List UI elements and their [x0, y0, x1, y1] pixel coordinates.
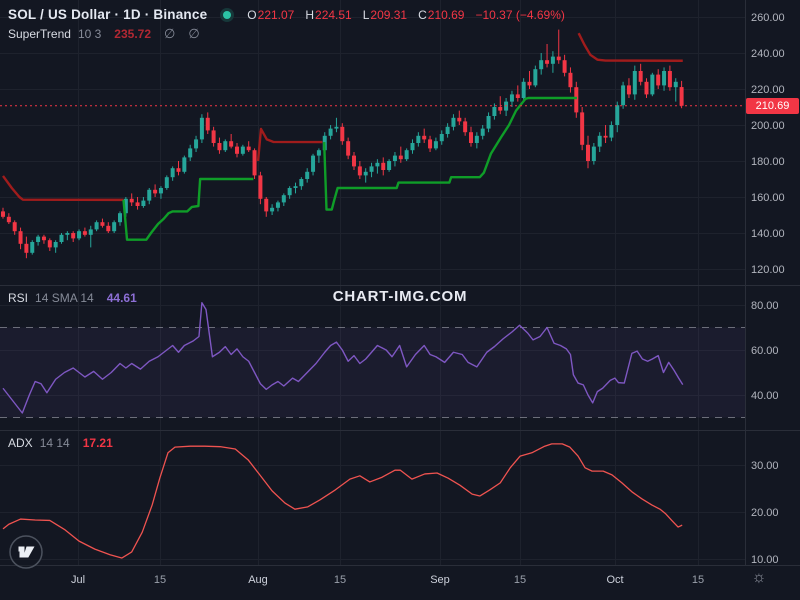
watermark: CHART-IMG.COM — [332, 288, 468, 305]
svg-text:10.00: 10.00 — [751, 554, 779, 566]
svg-text:120.00: 120.00 — [751, 264, 785, 276]
svg-text:180.00: 180.00 — [751, 156, 785, 168]
svg-text:200.00: 200.00 — [751, 120, 785, 132]
svg-text:160.00: 160.00 — [751, 192, 785, 204]
tradingview-logo[interactable] — [8, 534, 44, 570]
svg-text:15: 15 — [334, 574, 346, 586]
svg-text:30.00: 30.00 — [751, 460, 779, 472]
svg-text:15: 15 — [692, 574, 704, 586]
pane-separators — [0, 0, 800, 566]
rsi-line — [2, 302, 684, 414]
svg-text:220.00: 220.00 — [751, 84, 785, 96]
svg-text:20.00: 20.00 — [751, 507, 779, 519]
axis-labels: 260.00 240.00 220.00 200.00 180.00 160.00 140.… — [71, 12, 785, 586]
svg-text:80.00: 80.00 — [751, 300, 779, 312]
candles-layer — [1, 29, 684, 259]
adx-line — [2, 443, 683, 559]
svg-text:40.00: 40.00 — [751, 390, 779, 402]
theme-sun-icon[interactable]: ☼ — [751, 569, 767, 586]
supertrend-line — [2, 32, 683, 241]
svg-text:Jul: Jul — [71, 574, 85, 586]
svg-text:240.00: 240.00 — [751, 48, 785, 60]
svg-text:15: 15 — [514, 574, 526, 586]
last-price-badge: 210.69 — [746, 98, 799, 114]
rsi-band — [0, 327, 745, 418]
svg-text:260.00: 260.00 — [751, 12, 785, 24]
svg-text:Oct: Oct — [606, 574, 623, 586]
svg-text:Aug: Aug — [248, 574, 268, 586]
svg-text:140.00: 140.00 — [751, 228, 785, 240]
svg-text:15: 15 — [154, 574, 166, 586]
svg-text:Sep: Sep — [430, 574, 450, 586]
svg-text:60.00: 60.00 — [751, 345, 779, 357]
